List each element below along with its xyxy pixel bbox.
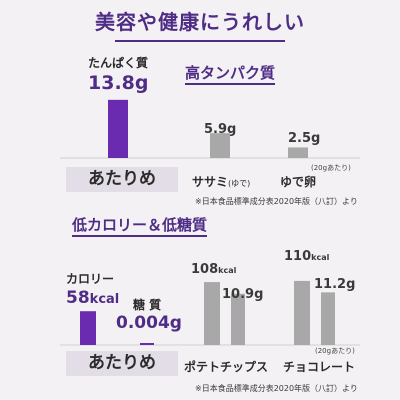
- kcal-value-chips-unit: kcal: [218, 266, 237, 275]
- protein-note: (20gあたり): [311, 164, 351, 172]
- calorie-heading: 低カロリー＆低糖質: [72, 214, 208, 237]
- calorie-bars: [80, 280, 335, 345]
- sugar-bar-0: [140, 343, 154, 345]
- calorie-featured-band: あたりめ: [66, 351, 178, 376]
- protein-featured-value: 13.8g: [88, 72, 149, 94]
- calorie-source: ※日本食品標準成分表2020年版（八訂）より: [195, 384, 358, 393]
- protein-label-sasami-name: ササミ: [192, 175, 229, 189]
- kcal-value-choco: 110kcal: [284, 249, 329, 264]
- sugar-value-chips: 10.9g: [222, 287, 264, 302]
- protein-label-sasami: ササミ(ゆで): [192, 173, 250, 190]
- sugar-bar-1: [231, 293, 245, 345]
- calorie-note: (20gあたり): [315, 347, 355, 355]
- protein-value-egg: 2.5g: [288, 131, 321, 146]
- kcal-value-choco-unit: kcal: [311, 253, 330, 262]
- calorie-value-unit: kcal: [89, 292, 120, 307]
- protein-featured-band: あたりめ: [66, 167, 178, 192]
- kcal-bar-2: [294, 280, 310, 345]
- title-underline: [115, 40, 285, 42]
- calorie-value-number: 58: [66, 288, 90, 308]
- protein-label-egg: ゆで卵: [280, 175, 317, 189]
- kcal-value-choco-num: 110: [284, 249, 312, 264]
- kcal-bar-1: [204, 282, 220, 345]
- calorie-featured-value: 58kcal: [66, 288, 119, 308]
- protein-bar-1: [210, 133, 230, 158]
- calorie-label: カロリー: [66, 272, 115, 286]
- kcal-value-chips: 108kcal: [191, 262, 236, 277]
- calorie-label-choco: チョコレート: [283, 360, 356, 374]
- protein-bar-2: [288, 147, 308, 158]
- kcal-bar-0: [80, 311, 96, 345]
- protein-bars: [108, 99, 308, 158]
- protein-bar-0: [108, 99, 128, 158]
- calorie-featured-name: あたりめ: [88, 353, 156, 373]
- sugar-value-choco: 11.2g: [314, 277, 356, 292]
- calorie-label-chips: ポテトチップス: [184, 360, 269, 374]
- protein-label-sasami-suffix: (ゆで): [228, 179, 251, 188]
- sugar-label: 糖 質: [133, 298, 162, 312]
- protein-metric-label: たんぱく質: [88, 56, 149, 70]
- protein-featured-name: あたりめ: [88, 169, 156, 189]
- protein-heading: 高タンパク質: [185, 62, 276, 85]
- protein-source: ※日本食品標準成分表2020年版（八訂）より: [195, 197, 358, 206]
- page-title: 美容や健康にうれしい: [95, 10, 305, 34]
- sugar-featured-value: 0.004g: [116, 313, 182, 333]
- sugar-bar-2: [321, 292, 335, 345]
- kcal-value-chips-num: 108: [191, 262, 219, 277]
